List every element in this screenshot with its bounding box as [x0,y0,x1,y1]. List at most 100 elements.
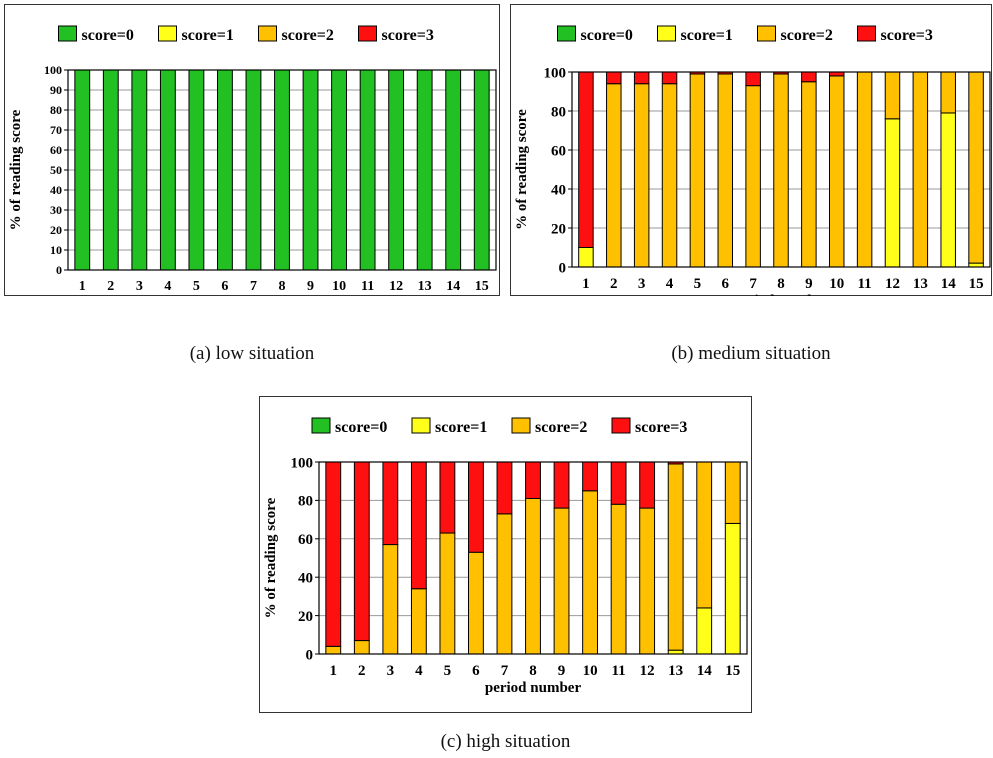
x-tick-label: 6 [221,279,228,294]
bar-segment-period-8-score-0 [274,69,290,271]
x-tick-label: 13 [913,276,928,292]
y-tick-label: 20 [50,223,62,237]
bar-segment-period-6-score-2 [717,73,734,268]
bar-segment-period-14-score-2 [696,461,713,609]
x-tick-label: 1 [79,279,86,294]
bar-segment-period-2-score-3 [353,461,370,642]
y-tick-label: 10 [50,243,62,257]
bar-segment-period-10-score-3 [582,461,598,492]
chart-panel-medium: score=0 score=1 score=2 score=3 0 20 40 60 80 100… [510,4,992,296]
x-tick-label: 3 [638,276,646,292]
bar-segment-period-8-score-2 [773,73,789,268]
plot-area-border [67,69,497,271]
bar-segment-period-14-score-1 [940,112,956,268]
legend-label-score-3: score=3 [635,419,687,436]
x-tick-label: 3 [387,663,395,679]
bar-segment-period-9-score-0 [302,69,319,271]
x-tick-label: 4 [164,279,171,294]
y-tick-label: 60 [298,532,313,548]
chart-panel-high: score=0 score=1 score=2 score=3 0 20 40 60 80 100… [259,396,752,713]
x-tick-label: 4 [415,663,423,679]
bar-segment-period-7-score-2 [496,513,513,655]
bar-segment-period-9-score-2 [553,507,570,655]
x-tick-label: 1 [330,663,338,679]
bar-segment-period-12-score-0 [388,69,405,271]
bar-segment-period-1-score-1 [578,247,594,268]
x-tick-label: 2 [107,279,114,294]
x-tick-label: 10 [332,279,346,294]
x-tick-label: 2 [610,276,618,292]
bar-segment-period-3-score-2 [633,83,650,268]
x-tick-label: 15 [969,276,984,292]
x-tick-label: 6 [722,276,730,292]
bar-segment-period-14-score-0 [445,69,462,271]
bar-segment-period-8-score-3 [525,461,541,499]
bar-segment-period-12-score-2 [884,71,901,120]
plot-area-border [318,461,748,655]
bar-segment-period-9-score-3 [801,71,817,83]
bar-segment-period-6-score-2 [468,551,484,655]
bars [325,461,741,655]
chart-medium-situation: score=0 score=1 score=2 score=3 0 20 40 60 80 100… [510,4,992,296]
x-tick-label: 3 [136,279,143,294]
bar-segment-period-14-score-1 [696,607,713,655]
y-tick-label: 100 [44,63,62,77]
y-tick-label: 70 [50,123,62,137]
bar-segment-period-7-score-3 [496,461,513,515]
legend-swatch-score-3 [358,25,377,42]
x-tick-label: 13 [668,663,683,679]
bar-segment-period-4-score-2 [410,588,427,655]
y-axis-label: % of reading score [8,109,24,230]
x-axis-label: period number [733,293,830,296]
y-axis-label: % of reading score [514,109,530,230]
x-tick-label: 8 [777,276,785,292]
chart-panel-low: score=0 score=1 score=2 score=3 0 10 20 30 40 50 6… [4,4,500,296]
x-tick-label: 1 [582,276,590,292]
legend-swatch-score-2 [757,25,776,42]
legend: score=0 score=1 score=2 score=3 [58,25,434,44]
legend-swatch-score-1 [657,25,676,42]
legend: score=0 score=1 score=2 score=3 [311,417,687,436]
bars [578,71,984,268]
legend-swatch-score-3 [611,417,631,434]
bar-segment-period-15-score-2 [968,71,984,264]
legend-label-score-1: score=1 [435,419,487,436]
legend-swatch-score-0 [557,25,576,42]
y-tick-label: 80 [551,104,566,120]
y-tick-label: 40 [298,570,313,586]
bar-segment-period-1-score-3 [325,461,342,647]
x-tick-label: 11 [361,279,374,294]
bar-segment-period-5-score-0 [188,69,205,271]
bar-segment-period-11-score-3 [610,461,627,505]
y-tick-label: 40 [50,183,62,197]
bar-segment-period-7-score-0 [245,69,262,271]
x-tick-label: 14 [446,279,460,294]
plot-area-border [571,71,991,268]
bar-segment-period-13-score-2 [667,463,684,651]
x-tick-label: 7 [501,663,509,679]
y-tick-label: 0 [559,260,567,276]
bar-segment-period-6-score-0 [217,69,233,271]
bar-segment-period-10-score-2 [828,75,845,268]
legend-label-score-1: score=1 [182,27,234,44]
y-tick-label: 20 [551,221,566,237]
x-tick-label: 4 [666,276,674,292]
x-tick-label: 5 [444,663,452,679]
bar-segment-period-5-score-3 [439,461,456,534]
bar-segment-period-5-score-2 [689,73,706,268]
bar-segment-period-6-score-3 [468,461,484,553]
bar-segment-period-4-score-3 [661,71,678,85]
x-tick-label: 11 [858,276,872,292]
caption-high-situation: (c) high situation [440,731,571,752]
legend-label-score-2: score=2 [535,419,587,436]
x-axis-label: period number [485,680,582,696]
x-tick-label: 7 [250,279,257,294]
caption-low-situation: (a) low situation [189,343,315,364]
legend-swatch-score-2 [511,417,531,434]
chart-high-situation: score=0 score=1 score=2 score=3 0 20 40 60 80 100… [259,396,752,713]
x-tick-label: 12 [389,279,403,294]
bar-segment-period-15-score-0 [473,69,490,271]
caption-medium-situation: (b) medium situation [671,343,831,364]
x-tick-label: 9 [558,663,566,679]
bar-segment-period-2-score-2 [606,83,622,268]
